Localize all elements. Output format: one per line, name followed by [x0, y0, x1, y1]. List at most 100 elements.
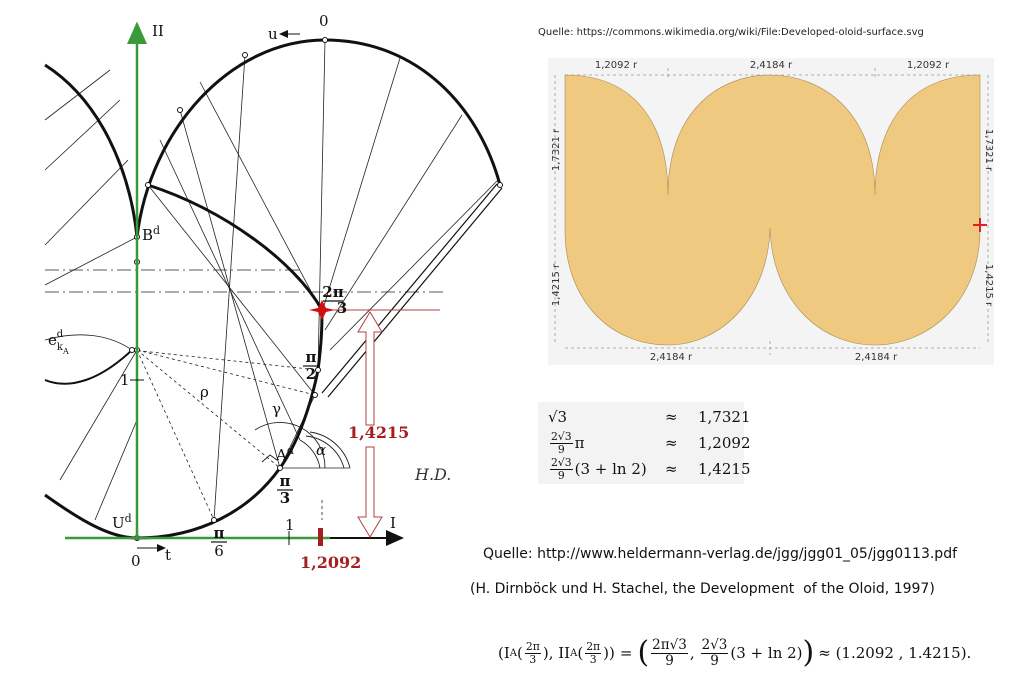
dimension-label: 1,7321 r — [983, 129, 994, 172]
numerator: 2π — [585, 640, 602, 654]
fraction: 2√3 9 — [550, 431, 573, 455]
tangent-double-line — [321, 183, 503, 398]
label-subsub: A — [62, 347, 69, 356]
label-sup: d — [57, 329, 64, 340]
label-base: B — [142, 226, 153, 244]
label-sup: d — [153, 224, 160, 237]
numerator: 2π√3 — [651, 637, 688, 654]
fraction: 2π 3 — [524, 640, 541, 666]
formula-text: ) — [802, 635, 815, 670]
label: 1 — [285, 516, 295, 534]
formula-text: , — [689, 644, 695, 662]
curve-points — [129, 37, 503, 541]
denominator: 3 — [529, 652, 537, 666]
label: 0 — [131, 552, 141, 570]
dimension-label: 2,4184 r — [750, 60, 793, 71]
dimension-label: 1,2092 r — [907, 60, 950, 71]
factor: π — [574, 434, 585, 452]
value: 1,7321 — [698, 408, 751, 426]
denominator: 3 — [589, 652, 597, 666]
label: ekAd — [48, 329, 69, 356]
label: ρ — [200, 383, 209, 401]
constant-row: √3 ≈ 1,7321 — [548, 404, 751, 430]
expression: √3 — [548, 408, 568, 426]
dimension-label: 1,4215 r — [983, 264, 994, 307]
subscript: A — [509, 647, 518, 659]
fraction-num: 2π — [322, 283, 343, 301]
fraction: 2π√3 9 — [651, 637, 688, 669]
label: α — [316, 441, 326, 459]
constants-table: √3 ≈ 1,7321 2√3 9 π ≈ 1,2092 2√3 9 (3 + ln… — [538, 402, 751, 484]
fraction-den: 2 — [306, 365, 316, 383]
label-base: A — [275, 446, 287, 464]
approx-sign: ≈ — [665, 408, 678, 426]
fraction: 2√3 9 — [550, 457, 573, 481]
source: Quelle: https://commons.wikimedia.org/wi… — [538, 27, 924, 38]
constant-row: 2√3 9 (3 + ln 2) ≈ 1,4215 — [548, 456, 751, 482]
constant-row: 2√3 9 π ≈ 1,2092 — [548, 430, 751, 456]
marker — [973, 218, 987, 232]
label: t — [165, 546, 171, 564]
numerator: 2√3 — [550, 456, 573, 470]
label: Ud — [112, 512, 132, 532]
construction-lines — [44, 39, 499, 521]
formula: (I A ( 2π 3 ) , II A ( 2π 3 )) = ( 2π√3 9 , 2… — [498, 638, 971, 668]
oloid-curves — [44, 38, 502, 540]
label-sup: d — [287, 444, 294, 457]
dimension-label: 1,7321 r — [551, 128, 562, 171]
approx-sign: ≈ — [665, 434, 678, 452]
fraction-den: 3 — [337, 299, 347, 317]
fraction: 2π 3 — [585, 640, 602, 666]
denominator: 9 — [710, 652, 719, 669]
label: 1 — [120, 371, 130, 389]
label: γ — [272, 400, 281, 418]
subscript: A — [570, 647, 578, 659]
denominator: 9 — [557, 442, 565, 456]
source: Quelle: http://www.heldermann-verlag.de/… — [483, 546, 958, 562]
denominator: 9 — [665, 652, 674, 669]
numerator: 2√3 — [700, 637, 729, 654]
value: 1,4215 — [698, 460, 751, 478]
axis-label: II — [152, 22, 164, 40]
label: u — [268, 25, 278, 43]
numerator: 2√3 — [550, 430, 573, 444]
formula-text: ( — [637, 635, 650, 670]
value: 1,2092 — [698, 434, 751, 452]
dimension-lines — [554, 68, 989, 355]
fraction-num: π — [280, 472, 291, 490]
label: Ad — [275, 444, 294, 464]
denominator: 9 — [557, 468, 565, 482]
formula-text: ≈ (1.2092 , 1.4215). — [818, 644, 972, 662]
dimension-markers — [309, 300, 440, 546]
width-value: 1,2092 — [300, 553, 361, 572]
label-sub: k — [57, 342, 64, 353]
label-base: e — [48, 331, 57, 349]
label: 0 — [319, 12, 329, 30]
numerator: 2π — [524, 640, 541, 654]
height-value: 1,4215 — [348, 423, 409, 442]
signature: H.D. — [414, 465, 451, 484]
fraction-den: 6 — [214, 542, 224, 560]
formula-text: (I — [498, 644, 510, 662]
approx-sign: ≈ — [665, 460, 678, 478]
dimension-label: 1,4215 r — [551, 263, 562, 306]
factor: (3 + ln 2) — [574, 460, 647, 478]
fraction-den: 3 — [280, 489, 290, 507]
axes — [65, 21, 404, 552]
fraction: 2√3 9 — [700, 637, 729, 669]
formula-text: )) — [603, 644, 615, 662]
formula-text: (3 + ln 2) — [730, 644, 803, 662]
formula-text: ( — [577, 644, 584, 662]
dimension-label: 2,4184 r — [855, 352, 898, 363]
formula-text: = — [619, 644, 633, 662]
label-sup: d — [125, 512, 132, 525]
dimension-label: 2,4184 r — [650, 352, 693, 363]
label: Bd — [142, 224, 160, 244]
formula-text: , II — [548, 644, 571, 662]
label-base: U — [112, 514, 125, 532]
dimension-label: 1,2092 r — [595, 60, 638, 71]
fraction-num: π — [214, 524, 225, 542]
formula-text: ) — [542, 644, 549, 662]
